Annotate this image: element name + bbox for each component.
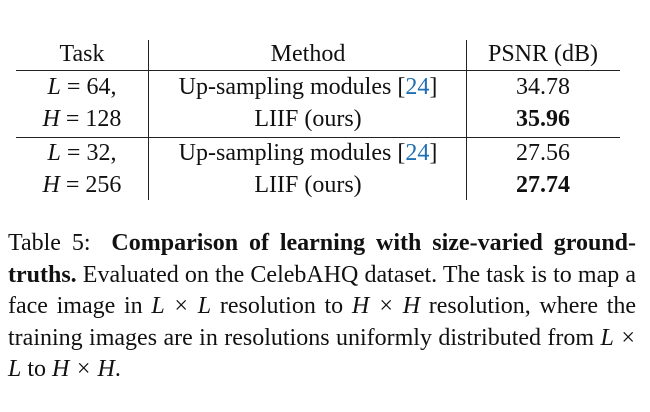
psnr-cell: 27.56: [516, 140, 570, 166]
citation-link[interactable]: 24: [405, 140, 430, 166]
psnr-best-cell: 35.96: [516, 106, 570, 132]
psnr-best-cell: 27.74: [516, 172, 570, 198]
header-task: Task: [59, 41, 105, 67]
task-l-cell: L = 32,: [47, 140, 117, 166]
task-h-cell: H = 256: [42, 172, 122, 198]
psnr-column-rule: [466, 40, 467, 200]
caption-math: H × H: [351, 293, 421, 319]
caption-text: .: [114, 356, 121, 382]
header-rule: [16, 70, 620, 71]
group-rule: [16, 137, 620, 138]
method-cell: Up-sampling modules [24]: [178, 74, 438, 100]
caption-math: L × L: [8, 324, 637, 383]
caption-text: resolution, where the training images ar…: [8, 293, 637, 351]
header-method: Method: [270, 41, 346, 67]
caption-text: to: [27, 356, 47, 382]
caption-label: Table 5:: [8, 230, 91, 256]
header-psnr: PSNR (dB): [487, 41, 599, 67]
method-cell: LIIF (ours): [254, 106, 362, 132]
method-cell: Up-sampling modules [24]: [178, 140, 438, 166]
task-column-rule: [148, 40, 149, 200]
caption-math: H × H: [52, 356, 115, 382]
psnr-cell: 34.78: [516, 74, 570, 100]
method-cell: LIIF (ours): [254, 172, 362, 198]
results-table: Task Method PSNR (dB) L = 64, H = 128 Up…: [16, 40, 620, 200]
caption-text: Evaluated on the CelebAHQ dataset. The t…: [8, 261, 637, 320]
caption-title: Comparison of learning with size-varied …: [8, 230, 637, 288]
table-caption: Table 5: Comparison of learning with siz…: [8, 228, 636, 386]
citation-link[interactable]: 24: [405, 74, 430, 100]
task-l-cell: L = 64,: [47, 74, 117, 100]
task-h-cell: H = 128: [42, 106, 122, 132]
caption-math: L × L: [151, 293, 212, 319]
caption-text: resolution to: [219, 293, 344, 319]
